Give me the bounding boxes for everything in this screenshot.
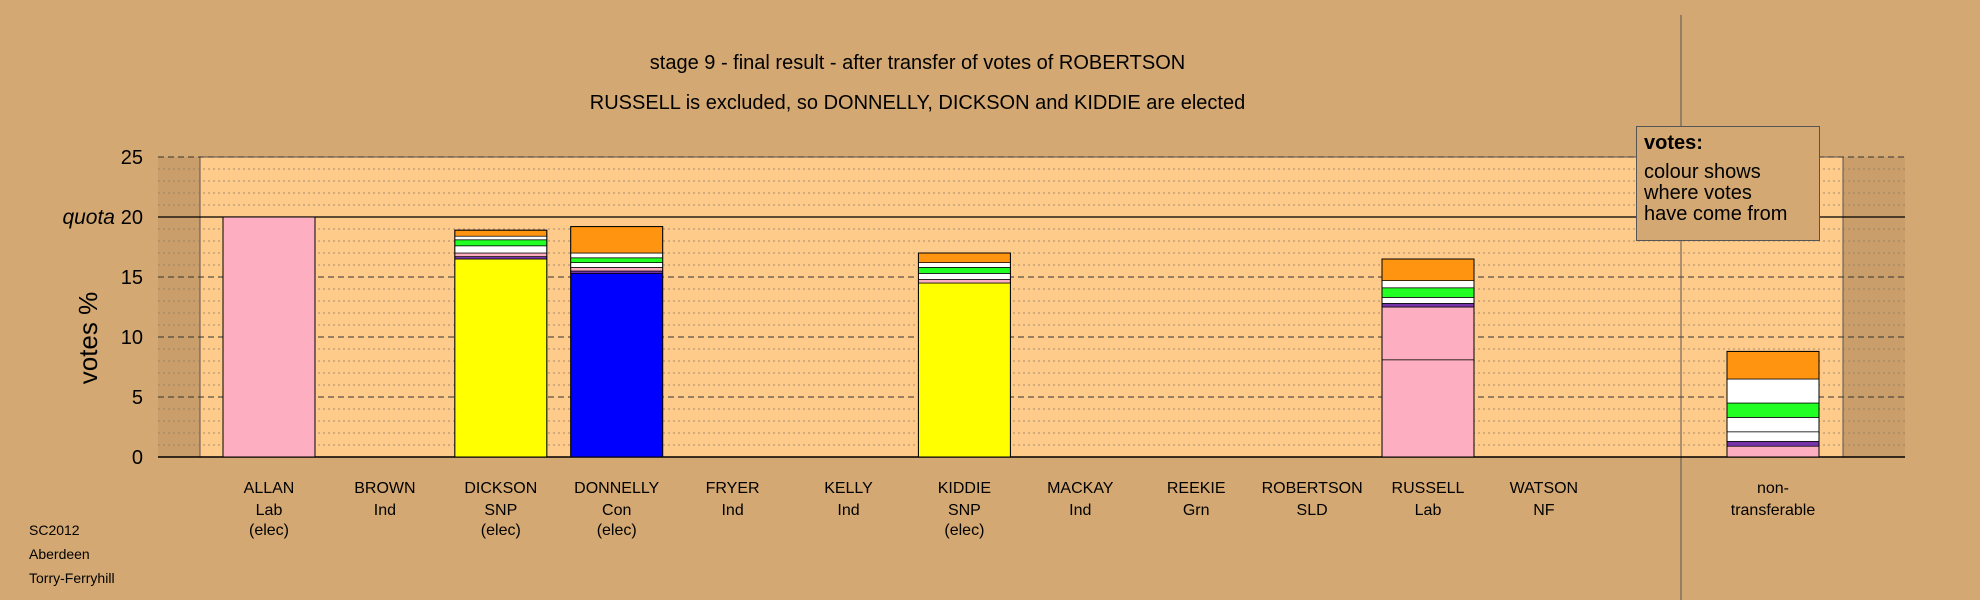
bar-kiddie-outline (917, 252, 1011, 458)
candidate-party: SLD (1297, 502, 1328, 519)
candidate-party: Lab (256, 502, 283, 519)
candidate-party: SNP (948, 502, 981, 519)
y-tick-label: 15 (121, 267, 143, 289)
chart-subtitle: RUSSELL is excluded, so DONNELLY, DICKSO… (589, 92, 1246, 114)
quota-label: quota (62, 206, 115, 229)
candidate-party: Ind (374, 502, 396, 519)
candidate-party: Con (602, 502, 631, 519)
bar-nontransferable-segment-lab (1726, 445, 1820, 458)
candidate-name: REEKIE (1167, 480, 1226, 497)
bar-kiddie-segment-sld (918, 252, 1011, 263)
candidate-name: ALLAN (244, 480, 295, 497)
candidate-name: ROBERTSON (1262, 480, 1363, 497)
y-tick-label: 20 (121, 207, 143, 229)
bar-dickson-segment-ind (454, 235, 548, 241)
plot-side-right (1843, 157, 1905, 457)
nontransferable-label: non- (1757, 480, 1789, 497)
plot-area (199, 156, 1844, 458)
bar-nontransferable-segment-ind (1726, 378, 1820, 404)
footer-ward: Torry-Ferryhill (29, 570, 115, 586)
nontransferable-label: transferable (1731, 502, 1816, 519)
bar-kiddie-segment-ind (918, 262, 1011, 268)
candidate-status: (elec) (249, 522, 289, 539)
candidate-name: DONNELLY (574, 480, 659, 497)
y-tick-label: 5 (132, 387, 143, 409)
bar-allan-segment-lab (222, 216, 316, 458)
bar-russell-segment-nf (1381, 303, 1475, 308)
candidate-status: (elec) (597, 522, 637, 539)
bar-kiddie-segment-grn (918, 267, 1011, 274)
candidate-status: (elec) (944, 522, 984, 539)
bar-dickson-segment-lab (454, 252, 548, 257)
bar-dickson-segment-ind (454, 245, 548, 254)
candidate-name: RUSSELL (1392, 480, 1465, 497)
bar-allan-outline (222, 216, 316, 458)
bar-dickson-segment-snp (454, 258, 548, 458)
y-tick-label: 25 (121, 147, 143, 169)
bar-donnelly-segment-lab (570, 267, 664, 272)
y-axis-label: votes % (73, 292, 103, 385)
candidate-name: FRYER (706, 480, 760, 497)
chart-title: stage 9 - final result - after transfer … (649, 52, 1186, 74)
bar-nontransferable-segment-ind (1726, 417, 1820, 433)
bar-russell-segment-sld (1381, 258, 1475, 281)
candidate-name: WATSON (1510, 480, 1578, 497)
candidate-name: BROWN (354, 480, 415, 497)
candidate-name: DICKSON (464, 480, 537, 497)
bar-donnelly-segment-nf (570, 270, 664, 274)
legend-line: have come from (1644, 203, 1788, 225)
legend-heading: votes: (1644, 132, 1703, 154)
candidate-party: NF (1533, 502, 1555, 519)
candidate-party: Lab (1415, 502, 1442, 519)
bar-kiddie-segment-ind (918, 273, 1011, 280)
bar-russell-segment-ind (1381, 280, 1475, 289)
bar-russell-segment-grn (1381, 287, 1475, 298)
bar-dickson-segment-nf (454, 256, 548, 260)
bar-nontransferable-segment-sld (1726, 351, 1820, 380)
bar-donnelly-segment-ind (570, 252, 664, 259)
bar-russell-segment-ind (1381, 297, 1475, 304)
bar-nontransferable-segment-grn (1726, 402, 1820, 418)
candidate-party: Grn (1183, 502, 1210, 519)
candidate-name: KIDDIE (938, 480, 991, 497)
bar-russell-segment-lab (1381, 306, 1475, 361)
bar-dickson-outline (454, 229, 548, 458)
bar-donnelly-outline (570, 226, 664, 458)
bar-russell-segment-lab (1381, 359, 1475, 458)
candidate-party: Ind (837, 502, 859, 519)
legend-line: colour shows (1644, 161, 1761, 183)
y-tick-label: 0 (132, 447, 143, 469)
footer-election: SC2012 (29, 522, 80, 538)
bar-donnelly-segment-ind (570, 262, 664, 268)
bar-nontransferable-outline (1726, 350, 1820, 458)
bar-donnelly-segment-sld (570, 226, 664, 254)
bar-donnelly-segment-con (570, 273, 664, 458)
candidate-name: KELLY (824, 480, 873, 497)
candidate-status: (elec) (481, 522, 521, 539)
bar-nontransferable-segment-ind (1726, 431, 1820, 442)
legend-box: votes: colour shows where votes have com… (1636, 126, 1820, 241)
bar-kiddie-segment-snp (918, 282, 1011, 458)
bar-donnelly-segment-grn (570, 257, 664, 263)
bar-dickson-segment-grn (454, 239, 548, 247)
candidate-party: Ind (1069, 502, 1091, 519)
legend-line: where votes (1644, 182, 1752, 204)
candidate-party: Ind (721, 502, 743, 519)
bar-dickson-segment-sld (454, 229, 548, 237)
bar-russell-outline (1381, 258, 1475, 458)
footer-council: Aberdeen (29, 546, 90, 562)
bar-kiddie-segment-lab (918, 279, 1011, 284)
candidate-party: SNP (484, 502, 517, 519)
candidate-name: MACKAY (1047, 480, 1114, 497)
y-tick-label: 10 (121, 327, 143, 349)
bar-nontransferable-segment-nf (1726, 441, 1820, 447)
plot-side-left (158, 157, 200, 457)
